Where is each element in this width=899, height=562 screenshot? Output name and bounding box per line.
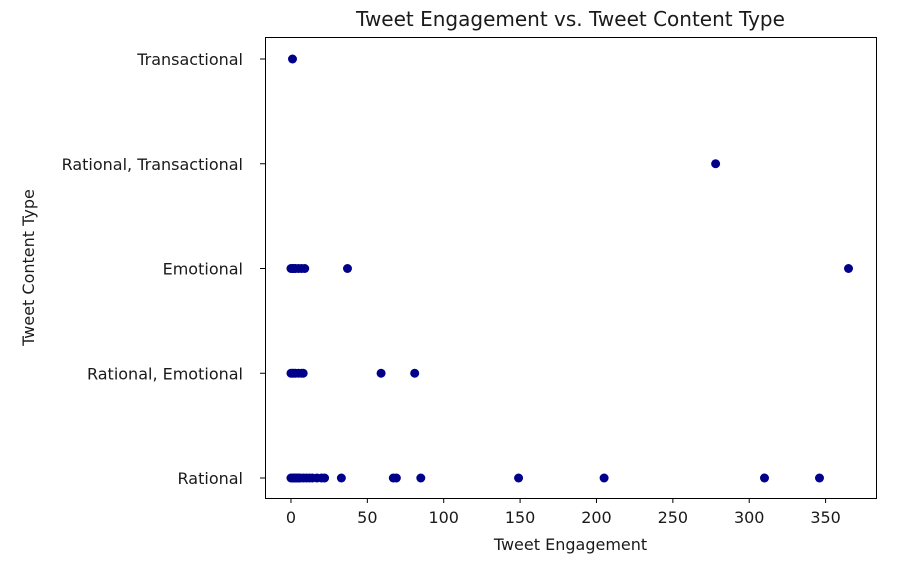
data-point (514, 473, 524, 483)
data-points (286, 54, 854, 483)
x-axis-label: Tweet Engagement (493, 535, 647, 554)
data-point (376, 368, 386, 378)
x-tick-label: 250 (658, 508, 689, 527)
x-tick-label: 350 (810, 508, 841, 527)
data-point (287, 54, 297, 64)
data-point (391, 473, 401, 483)
y-tick-label: Emotional (163, 260, 243, 279)
y-tick-label: Rational, Transactional (62, 155, 243, 174)
x-tick-label: 200 (581, 508, 612, 527)
data-point (320, 473, 330, 483)
data-point (599, 473, 609, 483)
data-point (410, 368, 420, 378)
data-point (298, 368, 308, 378)
chart-title: Tweet Engagement vs. Tweet Content Type (355, 7, 785, 31)
x-axis-ticks: 0 50 100 150 200 250 300 350 (286, 498, 841, 527)
data-point (844, 264, 854, 273)
x-tick-label: 100 (428, 508, 459, 527)
y-tick-label: Rational (178, 469, 243, 488)
y-axis-ticks: Rational Rational, Emotional Emotional Rati… (62, 50, 265, 488)
y-axis-label: Tweet Content Type (19, 189, 38, 347)
x-tick-label: 150 (505, 508, 536, 527)
data-point (814, 473, 824, 483)
data-point (759, 473, 769, 483)
x-tick-label: 50 (357, 508, 377, 527)
data-point (336, 473, 346, 483)
data-point (300, 264, 310, 273)
y-tick-label: Transactional (136, 50, 243, 69)
x-tick-label: 300 (734, 508, 765, 527)
plot-frame (265, 37, 877, 499)
data-point (416, 473, 426, 483)
y-tick-label: Rational, Emotional (87, 364, 243, 383)
data-point (342, 264, 352, 273)
data-point (711, 159, 721, 169)
x-tick-label: 0 (286, 508, 296, 527)
